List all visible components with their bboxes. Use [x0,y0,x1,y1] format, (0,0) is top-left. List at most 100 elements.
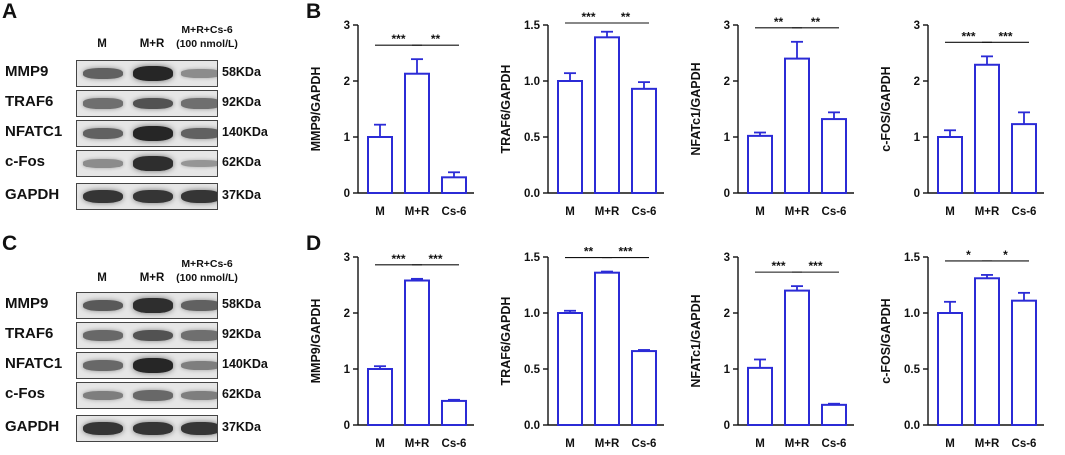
blot-band [181,390,217,401]
blot-band [133,421,173,436]
protein-label: NFATC1 [5,355,63,372]
y-tick-label: 1.0 [904,308,920,320]
significance-label: ** [811,15,821,29]
bar [821,403,847,426]
y-tick-label: 1.5 [904,252,921,264]
y-tick-label: 0 [344,420,350,432]
x-tick-label: Cs-6 [1012,438,1037,450]
significance-label: * [1003,248,1008,262]
blot-strip [76,60,218,87]
y-tick-label: 0.5 [524,364,541,376]
y-tick-label: 1 [724,364,731,376]
bar [631,87,657,194]
blot-strip [76,292,218,319]
y-axis-label: TRAF6/GAPDH [499,65,513,154]
blot-band [133,126,173,141]
panel-letter-a: A [2,0,18,23]
significance-label: ** [431,32,441,46]
x-tick-label: M [375,438,385,450]
bar [594,36,620,194]
lane-label-cs6-top: M+R+Cs-6 [181,258,233,270]
y-tick-label: 3 [914,20,920,32]
x-tick-label: M [375,206,385,218]
significance-label: *** [391,252,405,266]
significance-label: *** [618,245,632,259]
blot-band [83,421,123,436]
y-axis-label: MMP9/GAPDH [309,67,323,152]
y-tick-label: 2 [344,308,350,320]
blot-band [83,330,123,341]
lane-label-m-r: M+R [139,38,165,50]
blot-strip [76,322,218,349]
y-tick-label: 1 [914,132,921,144]
y-tick-label: 1.0 [524,308,540,320]
blot-band [181,330,217,341]
bar-chart-d-cfos: c-FOS/GAPDH 0.0 0.5 1.0 1.5 M M+R Cs-6 * * [879,248,1044,450]
kda-label: 58KDa [222,297,261,311]
blot-strip [76,183,218,210]
bar-chart-b-cfos: c-FOS/GAPDH 0 1 2 3 M M+R Cs-6 *** *** [879,20,1044,218]
bar-chart-d-mmp9: MMP9/GAPDH 0 1 2 3 M M+R Cs-6 *** *** [309,252,474,450]
x-tick-label: Cs-6 [442,206,467,218]
blot-strip [76,415,218,442]
blot-band [83,360,123,371]
blot-band [181,421,217,436]
bar [557,312,583,426]
y-axis-label: TRAF6/GAPDH [499,297,513,386]
kda-label: 58KDa [222,65,261,79]
x-tick-label: M+R [785,206,810,218]
protein-label: TRAF6 [5,325,54,342]
bar [441,176,467,195]
x-tick-label: M+R [975,206,1000,218]
x-tick-label: M+R [975,438,1000,450]
blot-strip [76,382,218,409]
panel-letter-d: D [306,232,322,255]
kda-label: 37KDa [222,420,261,434]
bar [821,118,847,194]
y-tick-label: 1.5 [524,252,541,264]
y-tick-label: 1 [724,132,731,144]
blot-band [181,300,217,311]
significance-label: ** [774,15,784,29]
significance-label: ** [584,245,594,259]
kda-label: 92KDa [222,95,261,109]
bar [937,136,963,194]
bar [367,368,393,426]
x-tick-label: Cs-6 [822,206,847,218]
significance-label: ** [621,10,631,24]
bar-chart-d-nfatc1: NFATc1/GAPDH 0 1 2 3 M M+R Cs-6 *** *** [689,252,854,450]
bar [784,57,810,194]
y-tick-label: 0 [724,420,730,432]
y-axis-label: NFATc1/GAPDH [689,294,703,387]
blot-band [133,66,173,81]
y-tick-label: 1 [344,132,351,144]
y-tick-label: 2 [914,76,920,88]
kda-label: 37KDa [222,188,261,202]
x-tick-label: Cs-6 [632,206,657,218]
blot-strip [76,352,218,379]
bar [404,72,430,194]
blot-band [181,360,217,371]
blot-band [181,98,217,109]
x-tick-label: M [755,438,765,450]
lane-label-m-r: M+R [139,272,165,284]
blot-band [133,97,173,110]
kda-label: 62KDa [222,155,261,169]
bar [747,134,773,195]
x-tick-label: M [945,206,955,218]
protein-label: GAPDH [5,418,60,435]
y-axis-label: NFATc1/GAPDH [689,62,703,155]
protein-label: GAPDH [5,186,60,203]
bar [974,277,1000,426]
y-tick-label: 3 [724,252,730,264]
bar [747,366,773,427]
y-tick-label: 1.5 [524,20,541,32]
bar-chart-b-nfatc1: NFATc1/GAPDH 0 1 2 3 M M+R Cs-6 ** ** [689,15,854,218]
bar [557,80,583,194]
panel-letter-b: B [306,0,322,23]
y-tick-label: 0 [344,188,350,200]
significance-label: *** [428,252,442,266]
western-blot-panel-a: M M+R M+R+Cs-6 (100 nmol/L) MMP9 58KDa TRA… [0,0,300,215]
